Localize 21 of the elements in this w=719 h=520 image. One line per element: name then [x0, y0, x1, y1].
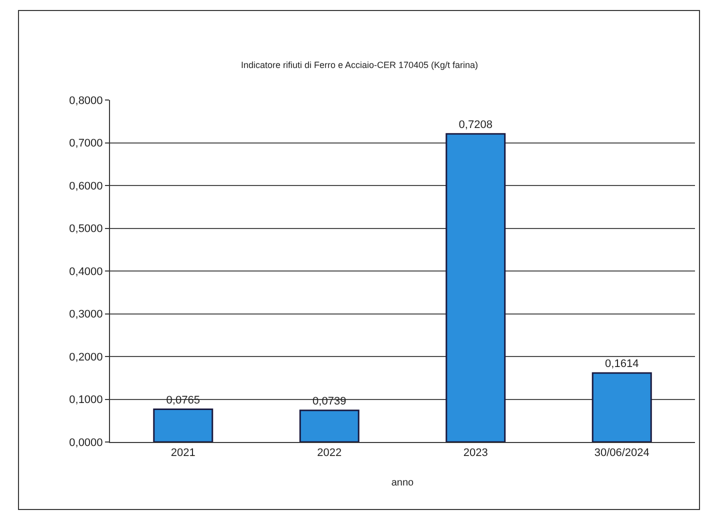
x-tick-label: 2021	[170, 447, 196, 460]
y-tick-label: 0,7000	[69, 138, 103, 150]
bar	[299, 410, 360, 442]
x-tick-label: 30/06/2024	[594, 447, 650, 460]
data-label: 0,1614	[605, 358, 639, 370]
y-tick-label: 0,8000	[69, 94, 103, 107]
bar	[153, 408, 214, 442]
x-tick-label: 2023	[463, 447, 488, 460]
y-tick-label: 0,1000	[69, 394, 103, 406]
chart-title: Indicatore rifiuti di Ferro e Acciaio-CER 170405 (Kg/t farina)	[240, 60, 478, 70]
y-tick-label: 0,4000	[69, 266, 103, 278]
x-tick-label: 2022	[317, 447, 342, 460]
bar	[446, 133, 506, 442]
data-label: 0,7208	[458, 118, 492, 131]
x-axis-title: anno	[391, 478, 414, 489]
y-tick-label: 0,5000	[69, 223, 103, 236]
y-tick-label: 0,6000	[69, 180, 103, 192]
y-tick-label: 0,0000	[69, 436, 103, 449]
y-tick-label: 0,2000	[69, 351, 103, 364]
bar	[592, 372, 652, 442]
y-tick-label: 0,3000	[69, 308, 103, 321]
